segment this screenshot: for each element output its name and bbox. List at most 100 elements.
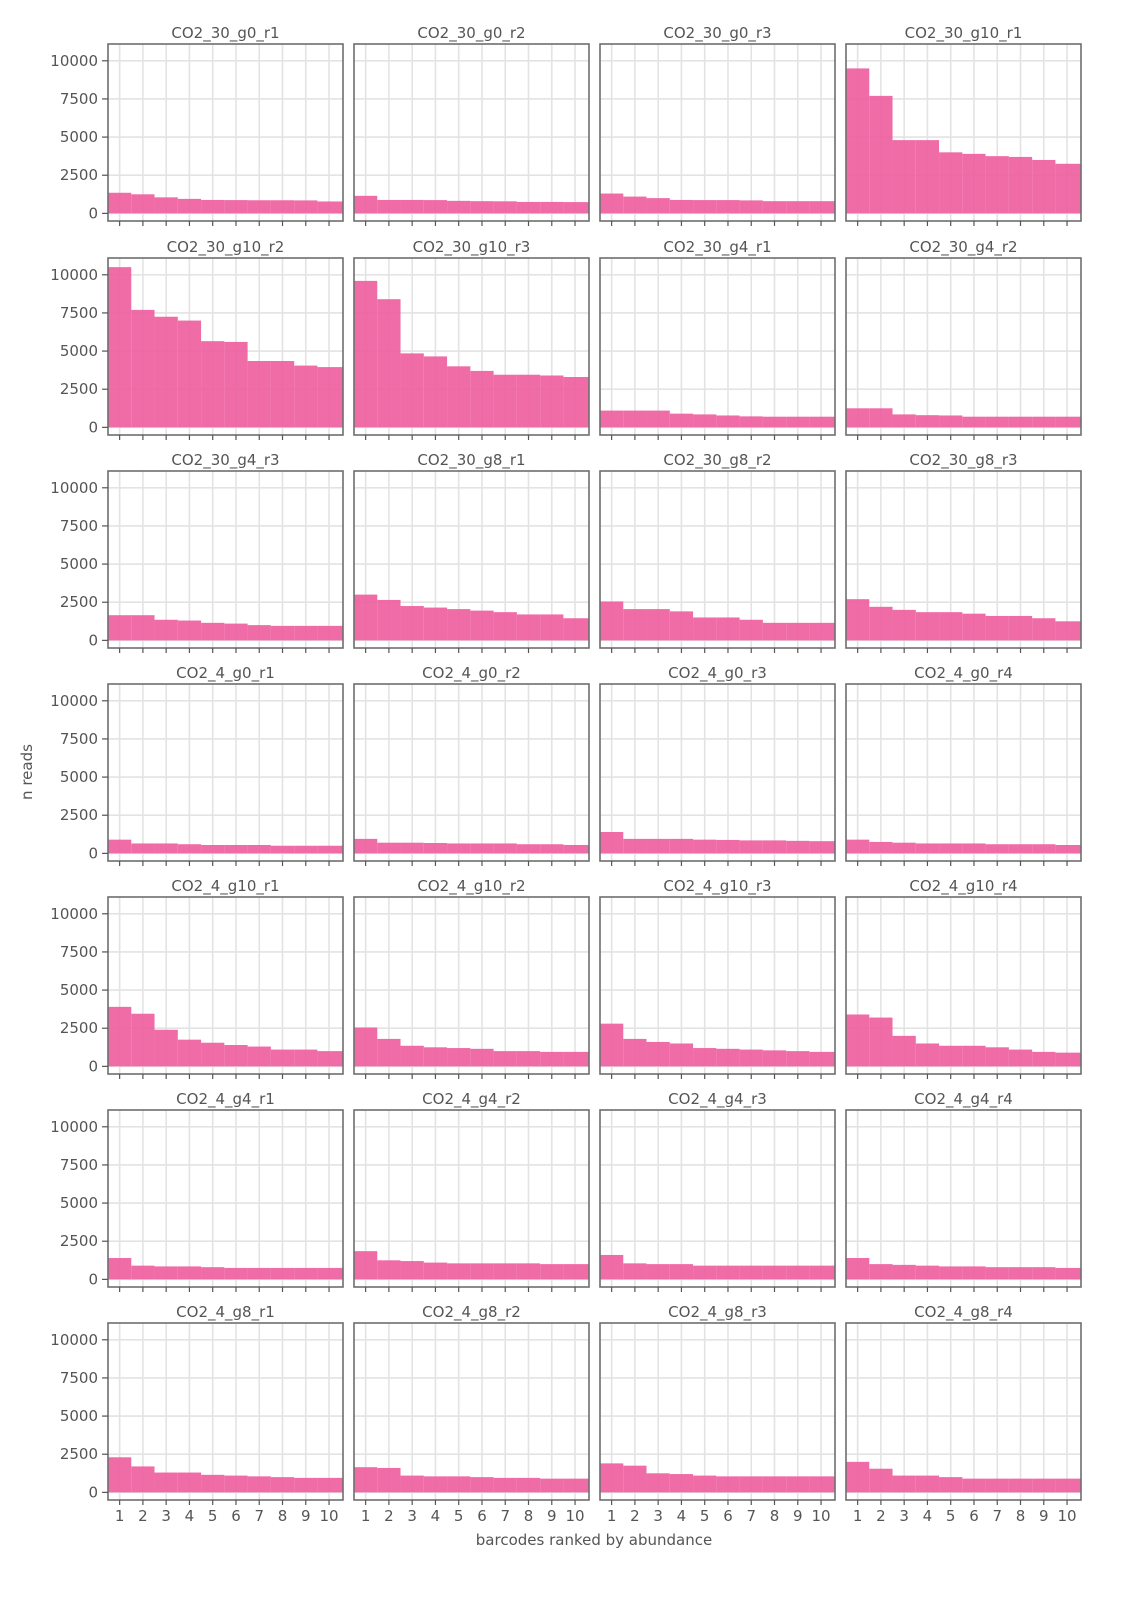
panel-border <box>107 1322 344 1501</box>
bar <box>423 1476 448 1493</box>
panel-border <box>599 1109 836 1288</box>
panel-border <box>845 43 1082 222</box>
facet-panel: CO2_30_g8_r1 <box>353 451 590 653</box>
bar <box>470 1263 494 1280</box>
bar <box>846 408 870 428</box>
bar <box>600 1463 624 1493</box>
bar <box>892 1475 916 1493</box>
bar <box>693 200 717 214</box>
bar <box>294 365 318 428</box>
panel-border <box>107 683 344 862</box>
bar <box>869 1264 893 1280</box>
bar <box>985 1047 1009 1067</box>
x-tick-label: 9 <box>1039 1507 1049 1525</box>
bar <box>447 1476 471 1493</box>
bar <box>270 360 295 428</box>
bar <box>1032 416 1056 428</box>
x-tick-label: 10 <box>811 1507 830 1525</box>
bar <box>1032 159 1056 214</box>
bar <box>646 838 670 854</box>
facet-panel: CO2_4_g8_r3 1 2 3 4 5 6 7 8 9 10 <box>599 1303 836 1525</box>
y-tick-label: 7500 <box>60 1156 98 1174</box>
bar <box>470 370 494 428</box>
x-tick-label: 6 <box>723 1507 733 1525</box>
bar <box>786 201 810 214</box>
bar <box>131 309 155 428</box>
bar <box>563 202 589 214</box>
bar <box>1032 1267 1056 1280</box>
bar <box>1008 1478 1033 1493</box>
facet-title: CO2_30_g8_r1 <box>417 451 525 470</box>
y-tick-label: 2500 <box>60 806 98 824</box>
bar <box>739 619 763 641</box>
bar <box>563 618 589 641</box>
x-tick-label: 2 <box>630 1507 640 1525</box>
bar <box>400 1475 424 1493</box>
bar <box>985 416 1009 428</box>
bar <box>669 611 694 641</box>
bar <box>447 1263 471 1280</box>
x-tick-label: 1 <box>115 1507 125 1525</box>
bar <box>915 1043 940 1067</box>
bar <box>693 839 717 854</box>
x-tick-label: 1 <box>361 1507 371 1525</box>
y-tick-label: 0 <box>88 204 98 222</box>
panel-border <box>599 683 836 862</box>
y-tick-label: 7500 <box>60 90 98 108</box>
bar <box>809 622 835 641</box>
facet-panel: CO2_4_g10_r4 <box>845 877 1082 1079</box>
facet-title: CO2_30_g8_r3 <box>909 451 1017 470</box>
bar <box>423 842 448 854</box>
facet-panel: CO2_4_g0_r2 <box>353 664 590 866</box>
bar <box>201 199 225 214</box>
bar <box>939 1266 963 1280</box>
facet-panel: CO2_4_g0_r1 0 2500 5000 7500 10000 <box>50 664 344 866</box>
bar <box>470 610 494 641</box>
bar <box>247 200 271 214</box>
facet-panel: CO2_4_g4_r4 <box>845 1090 1082 1292</box>
bar <box>600 1254 624 1280</box>
bar <box>809 416 835 428</box>
panel-border <box>353 43 590 222</box>
bar <box>1055 416 1081 428</box>
x-tick-label: 9 <box>301 1507 311 1525</box>
bar <box>762 416 787 428</box>
bar <box>447 609 471 641</box>
bar <box>623 1465 647 1493</box>
bar <box>224 200 248 214</box>
bar <box>224 1475 248 1493</box>
bar <box>540 201 564 214</box>
bar <box>1008 156 1033 214</box>
bar <box>962 1478 986 1493</box>
bar <box>493 1477 517 1493</box>
bar <box>201 341 225 428</box>
facet-title: CO2_30_g0_r1 <box>171 24 279 43</box>
bar <box>892 414 916 428</box>
bar <box>915 1475 940 1493</box>
y-tick-label: 5000 <box>60 342 98 360</box>
bar <box>762 622 787 641</box>
bar <box>270 625 295 641</box>
bar <box>563 1478 589 1493</box>
bar <box>154 1472 178 1493</box>
y-tick-label: 10000 <box>50 479 98 497</box>
x-tick-label: 1 <box>607 1507 617 1525</box>
bar <box>108 839 132 854</box>
bar <box>915 415 940 428</box>
bar <box>1008 844 1033 854</box>
bar <box>247 625 271 641</box>
bar <box>693 1265 717 1280</box>
bar <box>669 413 694 428</box>
bar <box>846 1014 870 1067</box>
facet-panel: CO2_30_g8_r2 <box>599 451 836 653</box>
bar <box>447 843 471 854</box>
bar <box>646 609 670 641</box>
bar <box>563 1051 589 1067</box>
y-tick-label: 0 <box>88 418 98 436</box>
bar <box>846 839 870 854</box>
bar <box>108 1006 132 1067</box>
facet-title: CO2_30_g8_r2 <box>663 451 771 470</box>
y-tick-label: 0 <box>88 1057 98 1075</box>
